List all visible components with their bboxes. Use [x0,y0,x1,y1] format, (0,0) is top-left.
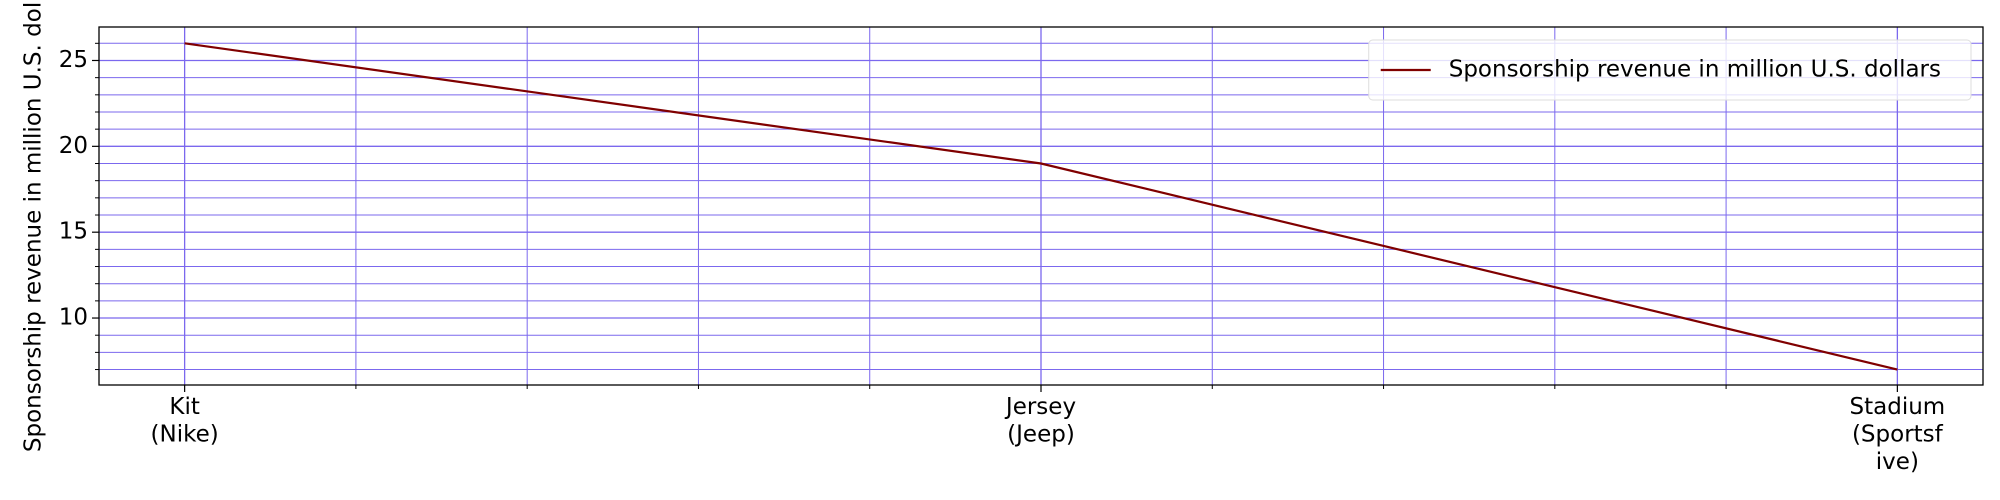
legend-label: Sponsorship revenue in million U.S. doll… [1449,57,1941,83]
y-tick-label: 25 [59,47,88,73]
y-axis-label: Sponsorship revenue in million U.S. doll… [21,0,47,452]
legend: Sponsorship revenue in million U.S. doll… [1368,39,1972,101]
x-tick-label: Jersey (Jeep) [1004,394,1076,448]
plot-frame [98,26,1984,386]
x-tick-label: Stadium (Sportsf ive) [1850,394,1946,475]
legend-box [1368,39,1972,101]
y-tick-label: 10 [59,305,88,331]
y-tick-label: 15 [59,219,88,245]
x-tick-label: Kit (Nike) [151,394,219,448]
y-tick-label: 20 [59,133,88,159]
line-series [184,42,1898,371]
